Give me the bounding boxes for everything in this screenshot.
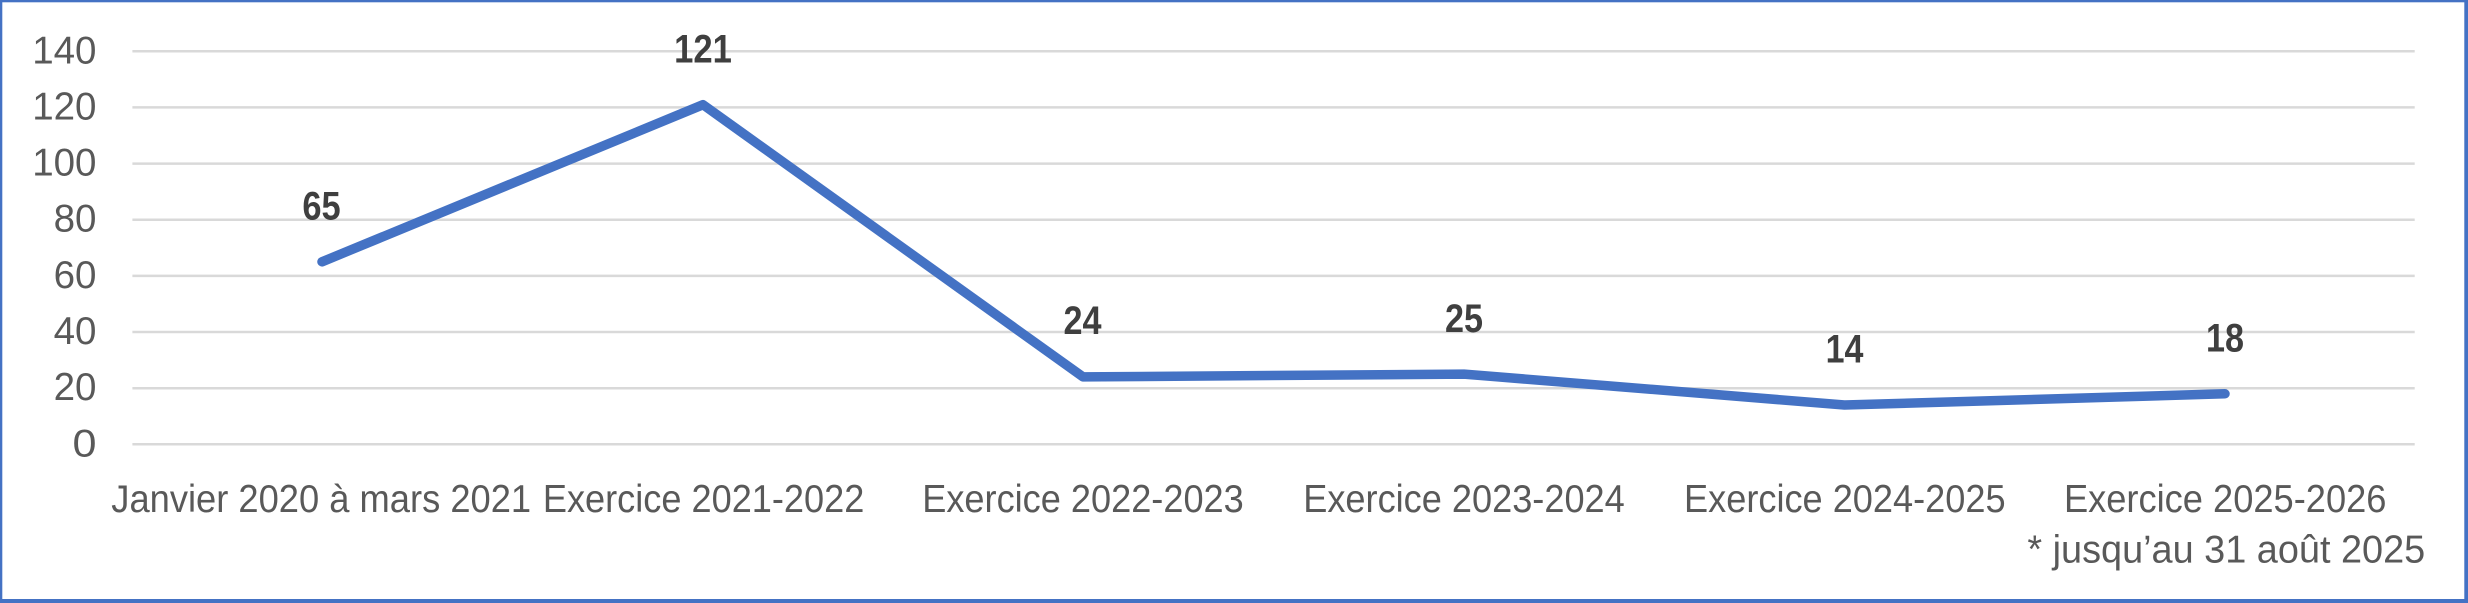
svg-text:121: 121 xyxy=(674,27,732,71)
svg-text:Janvier 2020 à mars 2021: Janvier 2020 à mars 2021 xyxy=(111,478,531,521)
svg-text:140: 140 xyxy=(32,29,96,72)
svg-text:* jusqu’au 31 août 2025: * jusqu’au 31 août 2025 xyxy=(2027,528,2425,571)
svg-text:100: 100 xyxy=(32,142,96,185)
svg-text:Exercice 2025-2026: Exercice 2025-2026 xyxy=(2064,478,2387,521)
svg-text:80: 80 xyxy=(54,198,97,241)
svg-text:Exercice 2024-2025: Exercice 2024-2025 xyxy=(1684,478,2006,521)
svg-text:24: 24 xyxy=(1064,299,1103,343)
svg-text:14: 14 xyxy=(1826,327,1864,371)
svg-text:120: 120 xyxy=(32,85,96,128)
svg-text:Exercice 2021-2022: Exercice 2021-2022 xyxy=(543,478,865,521)
svg-text:Exercice 2023-2024: Exercice 2023-2024 xyxy=(1303,478,1625,521)
svg-text:0: 0 xyxy=(73,422,97,465)
svg-text:Exercice 2022-2023: Exercice 2022-2023 xyxy=(922,478,1244,521)
svg-text:65: 65 xyxy=(302,185,340,229)
svg-text:20: 20 xyxy=(54,366,97,409)
svg-text:25: 25 xyxy=(1445,297,1483,341)
svg-text:18: 18 xyxy=(2206,317,2244,361)
svg-text:60: 60 xyxy=(54,254,97,297)
svg-text:40: 40 xyxy=(54,310,97,353)
